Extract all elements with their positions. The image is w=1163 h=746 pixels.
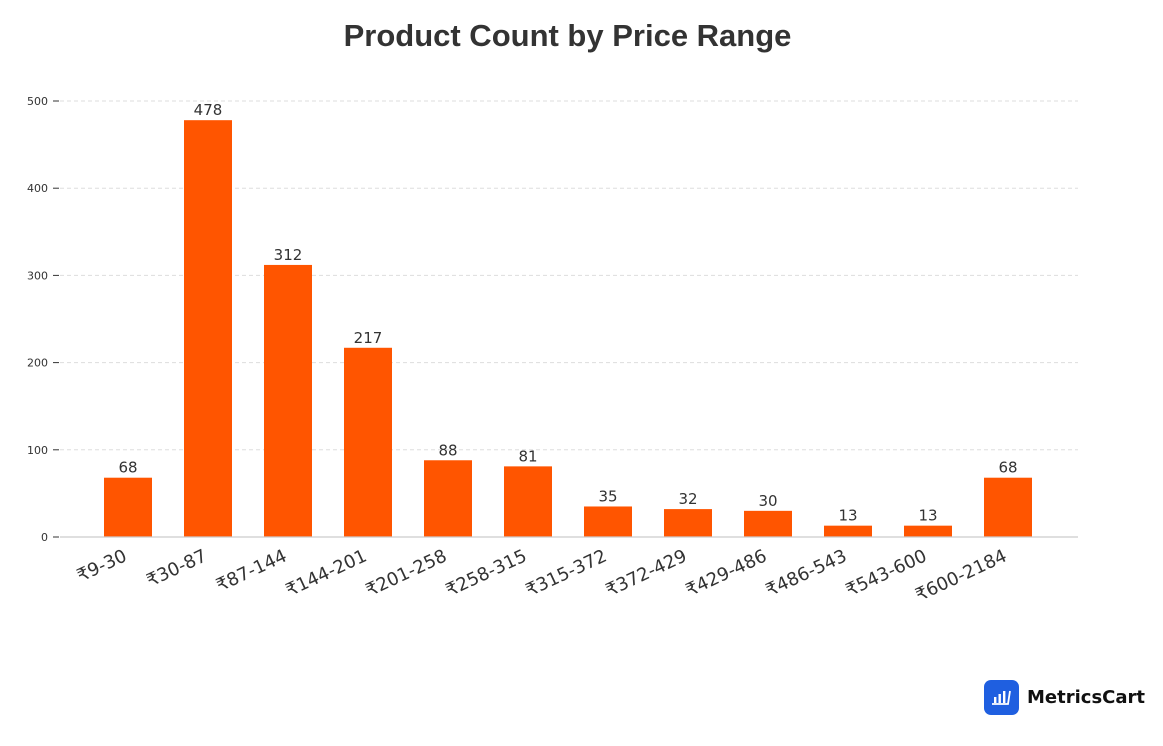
x-tick-label: ₹9-30 <box>74 545 130 586</box>
bar-value-label: 478 <box>194 101 223 119</box>
bar <box>984 477 1032 537</box>
y-tick-label: 0 <box>41 531 48 544</box>
bar <box>104 477 152 537</box>
bar <box>264 264 312 537</box>
bar <box>504 466 552 537</box>
y-tick-label: 300 <box>27 269 48 282</box>
bar <box>904 525 952 537</box>
x-tick-label: ₹144-201 <box>283 545 370 601</box>
bar-value-label: 68 <box>118 459 137 477</box>
y-tick-label: 100 <box>27 444 48 457</box>
bar-value-label: 81 <box>518 447 537 465</box>
bar-value-label: 13 <box>838 507 857 525</box>
bar-value-label: 68 <box>998 459 1017 477</box>
brand-logo: MetricsCart <box>984 680 1145 715</box>
data-labels: 68 478 312 217 88 81 35 32 30 13 13 68 <box>118 101 1017 524</box>
x-tick-label: ₹30-87 <box>143 545 210 591</box>
bar-value-label: 30 <box>758 492 777 510</box>
x-tick-label: ₹315-372 <box>523 545 610 601</box>
bar-value-label: 88 <box>438 441 457 459</box>
bar <box>664 509 712 537</box>
x-tick-label: ₹600-2184 <box>912 545 1010 606</box>
x-tick-label: ₹87-144 <box>213 545 290 596</box>
bar <box>184 120 232 538</box>
bar <box>824 525 872 537</box>
bar-chart-cart-icon <box>984 680 1019 715</box>
y-axis: 0 100 200 300 400 500 <box>27 95 59 544</box>
bar <box>344 347 392 537</box>
y-tick-label: 200 <box>27 357 48 370</box>
x-axis: ₹9-30 ₹30-87 ₹87-144₹144-201₹201-258₹258-3… <box>60 536 1078 606</box>
bar <box>424 460 472 537</box>
x-tick-label: ₹429-486 <box>683 545 770 601</box>
x-tick-label: ₹372-429 <box>603 545 690 601</box>
y-tick-label: 400 <box>27 182 48 195</box>
bar-value-label: 312 <box>274 246 303 264</box>
x-tick-label: ₹486-543 <box>763 545 850 601</box>
x-tick-label: ₹258-315 <box>443 545 530 601</box>
bar-value-label: 217 <box>354 329 383 347</box>
bar-value-label: 32 <box>678 490 697 508</box>
x-tick-label: ₹201-258 <box>363 545 450 601</box>
bar <box>584 506 632 537</box>
bar-value-label: 35 <box>598 487 617 505</box>
brand-name: MetricsCart <box>1027 687 1145 708</box>
y-tick-label: 500 <box>27 95 48 108</box>
bar <box>744 510 792 537</box>
chart-title: Product Count by Price Range <box>343 18 792 53</box>
bars <box>104 120 1032 538</box>
bar-value-label: 13 <box>918 507 937 525</box>
